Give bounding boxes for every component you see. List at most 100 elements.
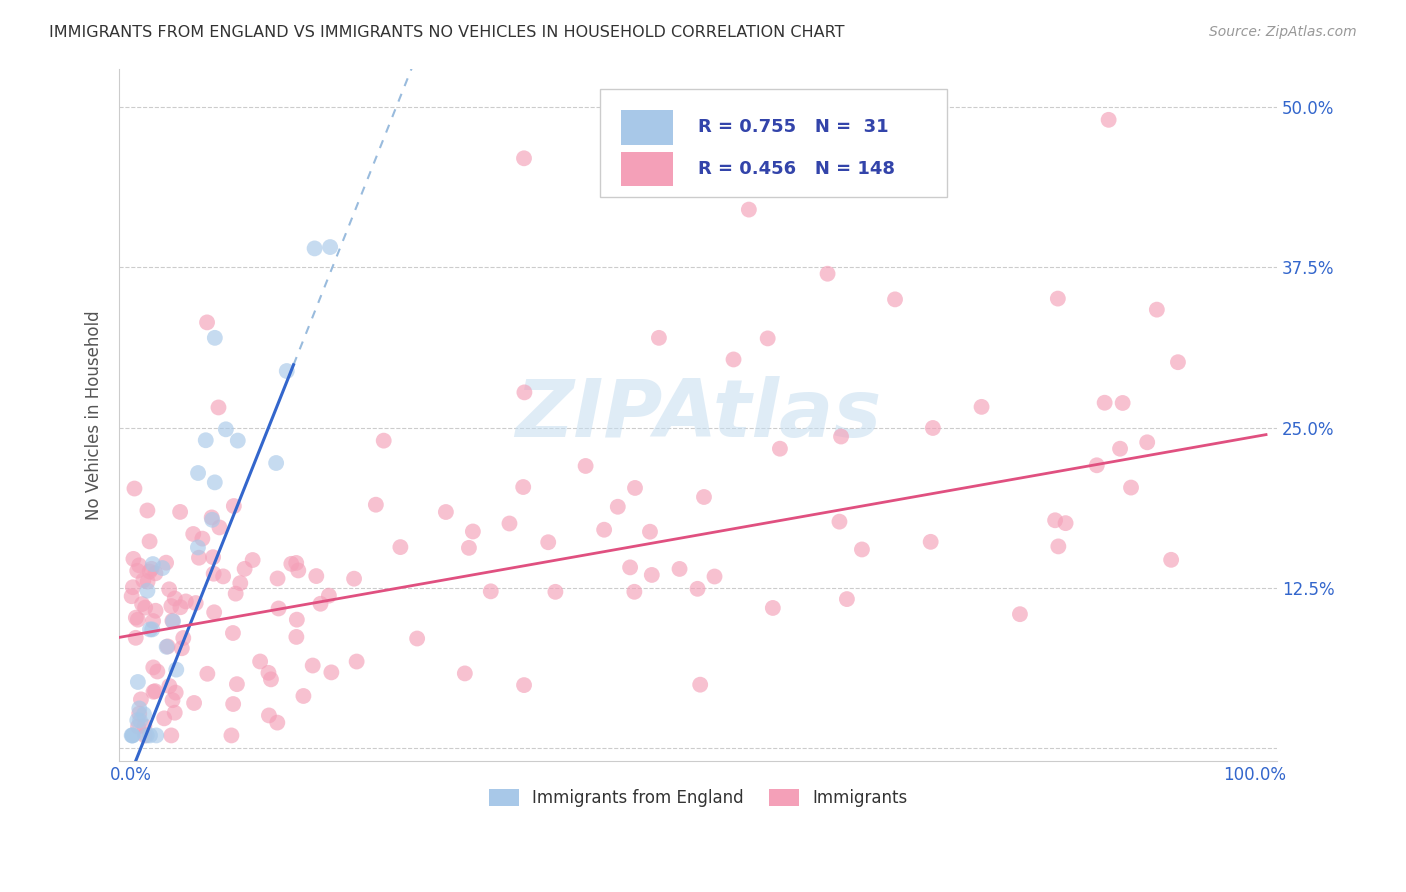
Point (187, 466, 209, 480)
Point (624, 481, 647, 495)
Point (142, 557, 165, 571)
Point (162, 615, 184, 629)
Point (1047, 540, 1070, 554)
Point (184, 596, 207, 610)
Point (169, 600, 191, 615)
Point (544, 584, 567, 599)
Point (1085, 458, 1108, 473)
Point (513, 151, 536, 165)
Point (689, 678, 711, 692)
Point (143, 684, 166, 698)
Point (1046, 292, 1069, 306)
Point (260, 673, 283, 687)
Point (136, 503, 159, 517)
Point (128, 701, 150, 715)
Point (127, 720, 149, 734)
Point (1043, 513, 1066, 527)
Point (155, 556, 177, 570)
Point (138, 534, 160, 549)
Point (162, 693, 184, 707)
Point (136, 574, 159, 589)
Text: R = 0.755   N =  31: R = 0.755 N = 31 (699, 119, 889, 136)
Point (142, 614, 165, 628)
Point (738, 202, 761, 217)
Point (686, 582, 709, 596)
Point (638, 524, 661, 539)
Point (1098, 112, 1121, 127)
Point (851, 542, 873, 557)
Point (204, 475, 226, 490)
Point (222, 626, 245, 640)
Point (202, 566, 225, 581)
Point (124, 482, 146, 496)
Point (226, 434, 249, 448)
Point (204, 331, 226, 345)
Point (163, 591, 186, 606)
Point (212, 569, 235, 583)
Point (160, 599, 183, 613)
Point (280, 557, 302, 571)
Point (266, 571, 288, 585)
Point (287, 564, 309, 578)
Point (187, 541, 209, 555)
Point (606, 500, 628, 514)
Point (1054, 516, 1077, 530)
Point (817, 267, 839, 281)
Point (165, 685, 187, 699)
Legend: Immigrants from England, Immigrants: Immigrants from England, Immigrants (481, 780, 915, 815)
Point (141, 623, 163, 637)
Point (125, 610, 148, 624)
Point (309, 597, 332, 611)
Point (142, 685, 165, 699)
Point (202, 550, 225, 565)
Point (498, 516, 520, 531)
Point (276, 364, 298, 378)
Point (121, 728, 143, 742)
Point (181, 527, 204, 541)
Point (723, 352, 745, 367)
Point (1160, 553, 1182, 567)
Point (226, 677, 249, 691)
Point (145, 728, 167, 742)
Point (145, 566, 167, 581)
Point (249, 655, 271, 669)
Point (1136, 435, 1159, 450)
Point (127, 564, 149, 578)
Point (1119, 481, 1142, 495)
Point (970, 400, 993, 414)
Point (225, 587, 247, 601)
Point (121, 728, 143, 742)
Point (769, 442, 792, 456)
Point (1111, 396, 1133, 410)
Point (458, 541, 481, 555)
Point (157, 679, 180, 693)
Point (129, 692, 152, 706)
Point (141, 562, 163, 576)
Point (285, 630, 308, 644)
Point (233, 562, 256, 576)
Point (191, 532, 214, 546)
Point (127, 675, 149, 690)
Point (132, 707, 155, 722)
Point (195, 315, 218, 329)
Point (127, 714, 149, 728)
Point (434, 505, 457, 519)
Point (257, 665, 280, 680)
Point (321, 665, 343, 680)
Point (222, 697, 245, 711)
Point (454, 666, 477, 681)
Point (122, 552, 145, 566)
Point (1109, 442, 1132, 456)
Point (170, 641, 193, 656)
Point (406, 632, 429, 646)
Text: ZIPAtlas: ZIPAtlas (515, 376, 882, 454)
Point (127, 613, 149, 627)
Point (139, 623, 162, 637)
Point (128, 706, 150, 721)
Point (153, 711, 176, 725)
FancyBboxPatch shape (600, 89, 948, 196)
Point (537, 535, 560, 549)
Point (319, 240, 342, 254)
Point (139, 728, 162, 742)
Point (373, 434, 395, 448)
